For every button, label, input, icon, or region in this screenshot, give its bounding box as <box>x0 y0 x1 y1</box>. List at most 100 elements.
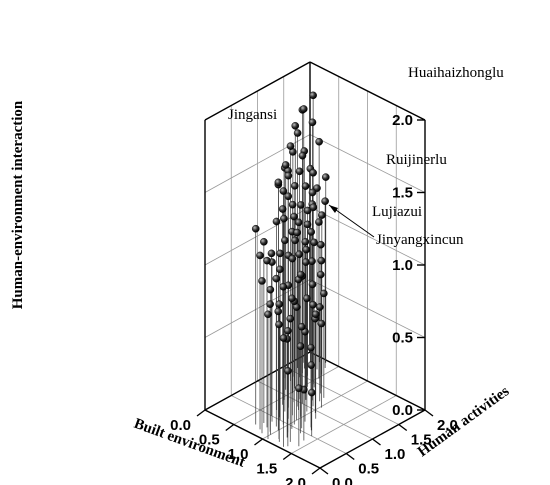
data-point <box>264 310 272 319</box>
z-tick-label: 1.5 <box>392 185 413 202</box>
data-point <box>321 173 330 181</box>
y-tick-mark <box>319 467 329 475</box>
data-point <box>291 236 299 245</box>
data-point <box>303 220 312 229</box>
data-point <box>320 289 328 298</box>
data-point <box>309 91 317 100</box>
data-point <box>288 200 297 209</box>
x-tick-label: 0.0 <box>170 417 191 434</box>
z-tick-label: 2.0 <box>392 112 413 129</box>
data-point <box>279 282 288 291</box>
data-points <box>251 91 330 397</box>
data-point <box>293 129 302 137</box>
y-tick-mark <box>398 423 408 432</box>
annotation-arrowhead <box>329 205 338 213</box>
data-point <box>260 237 268 246</box>
data-point <box>281 161 290 169</box>
annotation-jinyangxincun: Jinyangxincun <box>376 232 464 248</box>
z-axis-title: Human-environment interaction <box>10 100 26 309</box>
data-point <box>286 314 295 323</box>
data-point <box>256 251 264 260</box>
data-point <box>251 224 260 233</box>
data-point <box>297 201 305 209</box>
data-point <box>288 254 297 263</box>
data-point <box>317 256 326 265</box>
data-point <box>258 277 266 285</box>
data-point <box>295 384 303 393</box>
data-point <box>315 303 324 311</box>
data-point <box>295 167 304 176</box>
data-point <box>279 187 288 195</box>
x-tick-mark <box>282 452 292 461</box>
y-tick-mark <box>424 409 434 417</box>
annotation-ruijinerlu: Ruijinerlu <box>386 152 447 168</box>
data-point <box>284 192 293 201</box>
frame-edge <box>309 351 426 411</box>
data-point <box>302 258 310 266</box>
data-point <box>297 322 306 331</box>
data-point <box>303 294 311 303</box>
z-tick-label: 1.0 <box>392 257 413 274</box>
data-point <box>310 238 318 247</box>
data-point <box>307 361 316 369</box>
data-point <box>290 182 299 190</box>
floor-grid-y <box>283 366 399 425</box>
data-point <box>309 168 317 177</box>
data-point <box>284 367 292 375</box>
z-tick-label: 0.5 <box>392 330 413 347</box>
data-point <box>276 249 284 258</box>
data-point <box>284 171 293 180</box>
x-tick-label: 1.0 <box>228 446 249 463</box>
data-point <box>275 300 284 308</box>
tick-labels: 0.0 0.5 1.0 1.5 2.0 0.0 0.5 1.0 1.5 2.0 0.0 0.5 1.0 1… <box>170 112 458 485</box>
y-axis-title: Human activities <box>415 383 513 460</box>
x-tick-mark <box>311 467 321 475</box>
annotation-huaihaizhonglu: Huaihaizhonglu <box>408 65 504 81</box>
floor-grid-x <box>291 395 397 454</box>
data-point <box>276 265 284 274</box>
data-point <box>301 237 310 246</box>
data-point <box>280 214 288 223</box>
wall-grid-z <box>309 206 426 266</box>
data-point <box>266 285 275 294</box>
data-point <box>315 137 323 146</box>
x-tick-mark <box>254 438 263 446</box>
data-point <box>298 151 307 160</box>
data-point <box>272 274 281 283</box>
data-point <box>317 240 325 249</box>
y-tick-mark <box>372 438 381 446</box>
data-point <box>308 188 317 197</box>
data-point <box>303 206 312 215</box>
data-point <box>317 319 326 328</box>
annotation-jingansi: Jingansi <box>228 107 277 123</box>
data-point <box>281 236 289 245</box>
x-tick-mark <box>196 409 206 417</box>
data-point <box>290 212 298 221</box>
frame-edge <box>309 61 426 121</box>
y-tick-label: 1.5 <box>411 432 432 449</box>
data-point <box>267 249 276 258</box>
data-point <box>311 310 320 319</box>
frame-edge <box>204 61 311 121</box>
wall-grid-z <box>309 134 426 193</box>
data-point <box>274 307 283 316</box>
y-tick-label: 0.0 <box>332 475 353 485</box>
data-point <box>272 217 281 226</box>
data-point <box>295 250 304 259</box>
data-point <box>308 118 317 127</box>
data-point <box>286 142 295 150</box>
data-point <box>288 294 296 303</box>
data-point <box>274 178 283 187</box>
data-point <box>307 228 316 236</box>
data-point <box>291 122 300 130</box>
data-point <box>309 300 317 309</box>
data-point <box>307 388 316 397</box>
data-point <box>302 245 311 254</box>
data-point <box>309 203 318 212</box>
data-point <box>283 327 292 335</box>
y-tick-mark <box>345 452 355 461</box>
y-tick-label: 1.0 <box>385 446 406 463</box>
data-point <box>321 197 329 205</box>
data-point <box>275 320 283 329</box>
data-point <box>294 218 303 227</box>
